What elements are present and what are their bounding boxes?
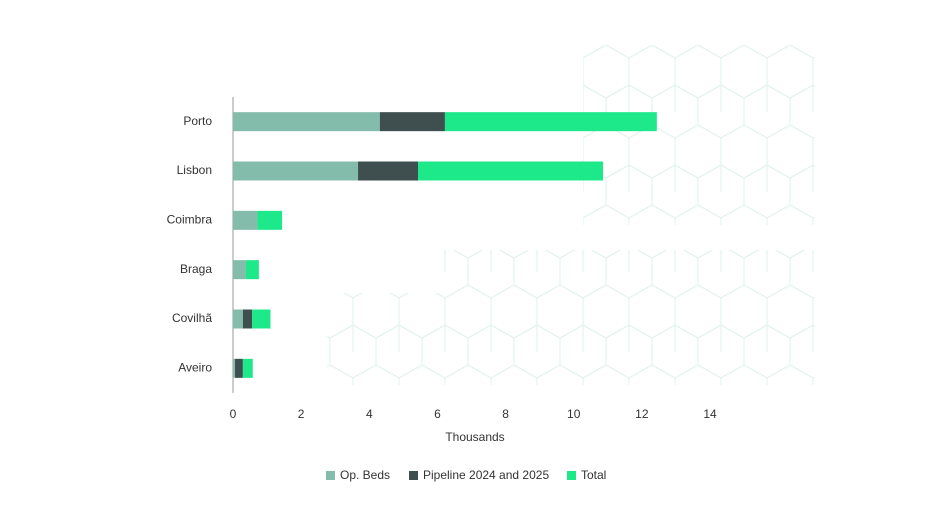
y-tick-label: Aveiro: [178, 361, 212, 375]
y-tick-label: Porto: [183, 114, 212, 128]
legend-swatch: [326, 471, 335, 480]
bar-segment: [235, 358, 243, 378]
x-tick-label: 10: [567, 407, 581, 421]
legend-label: Pipeline 2024 and 2025: [423, 468, 549, 482]
bar-segment: [245, 260, 259, 280]
legend-label: Op. Beds: [340, 468, 390, 482]
x-axis-label: Thousands: [445, 430, 504, 444]
bar-segment: [418, 161, 604, 181]
legend-label: Total: [581, 468, 606, 482]
x-tick-label: 14: [703, 407, 717, 421]
bar-segment: [242, 358, 253, 378]
legend-swatch: [567, 471, 576, 480]
bar-segment: [233, 210, 258, 230]
bar-segment: [233, 112, 380, 132]
x-tick-label: 4: [366, 407, 373, 421]
y-tick-label: Coimbra: [167, 213, 213, 227]
bar-segment: [257, 210, 283, 230]
bar-segment: [233, 260, 246, 280]
x-tick-label: 6: [434, 407, 441, 421]
bar-segment: [233, 161, 359, 181]
x-tick-label: 12: [635, 407, 649, 421]
bar-segment: [233, 309, 243, 329]
bar-segment: [379, 112, 445, 132]
bar-segment: [233, 358, 236, 378]
y-tick-label: Lisbon: [177, 163, 212, 177]
legend-swatch: [409, 471, 418, 480]
y-tick-label: Braga: [180, 262, 212, 276]
x-tick-label: 0: [230, 407, 237, 421]
y-tick-label: Covilhã: [172, 311, 212, 325]
x-tick-label: 8: [502, 407, 509, 421]
bar-segment: [444, 112, 657, 132]
bar-segment: [242, 309, 253, 329]
bar-segment: [358, 161, 419, 181]
background-pattern: [327, 45, 815, 385]
bar-segment: [252, 309, 271, 329]
x-tick-label: 2: [298, 407, 305, 421]
